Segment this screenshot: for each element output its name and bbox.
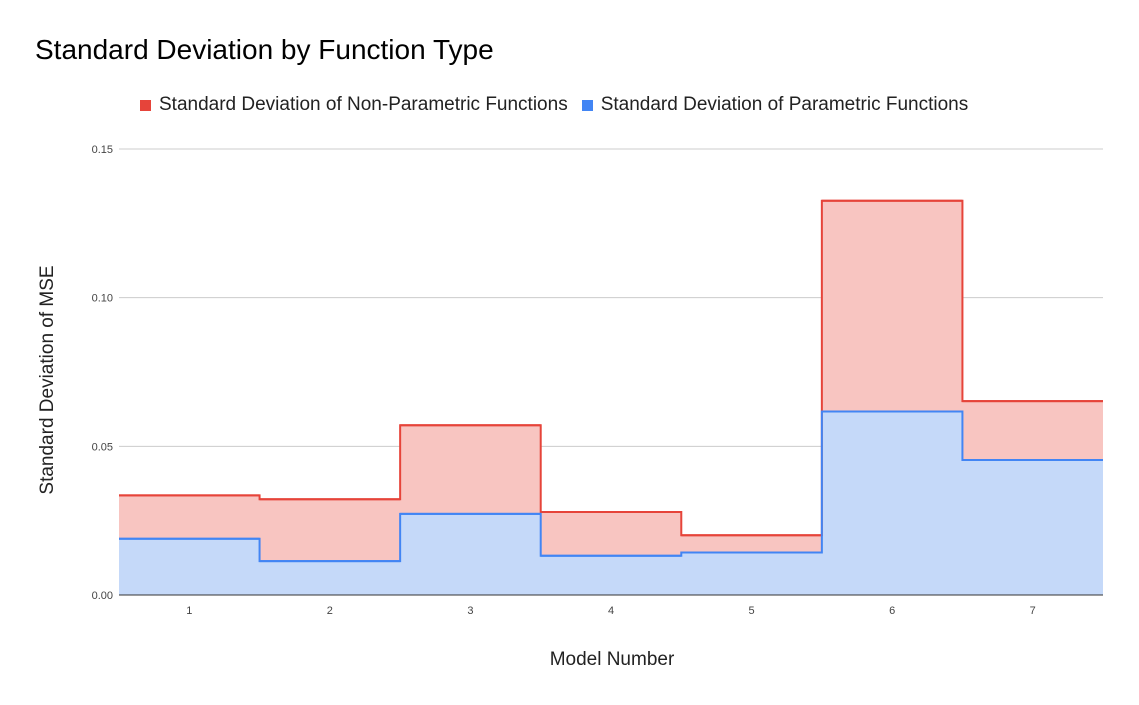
y-axis-label: Standard Deviation of MSE (37, 265, 58, 494)
series-area-1 (119, 411, 1103, 595)
legend-item-non-parametric[interactable]: Standard Deviation of Non-Parametric Fun… (140, 94, 568, 116)
legend-label-parametric: Standard Deviation of Parametric Functio… (600, 94, 969, 115)
axis-labels: Model Number Standard Deviation of MSE (37, 265, 675, 670)
y-tick-label-2: 0.10 (92, 293, 113, 305)
series-lines (119, 199, 1103, 563)
y-tick-label-0: 0.00 (92, 590, 113, 602)
legend-label-non-parametric: Standard Deviation of Non-Parametric Fun… (159, 94, 568, 115)
x-tick-label-6: 6 (889, 605, 895, 617)
x-tick-label-7: 7 (1030, 605, 1036, 617)
x-axis-label: Model Number (550, 649, 675, 670)
legend-swatch-parametric (581, 99, 593, 111)
x-tick-label-1: 1 (186, 605, 192, 617)
x-tick-label-5: 5 (749, 605, 755, 617)
y-tick-label-3: 0.15 (92, 144, 113, 156)
chart-title: Standard Deviation by Function Type (35, 34, 494, 65)
x-tick-label-3: 3 (467, 605, 473, 617)
x-tick-label-2: 2 (327, 605, 333, 617)
legend-item-parametric[interactable]: Standard Deviation of Parametric Functio… (581, 94, 969, 116)
legend-swatch-non-parametric (140, 99, 151, 111)
axes: 0.00 0.05 0.10 0.15 1 2 3 4 5 6 7 (92, 144, 1103, 617)
legend: Standard Deviation of Non-Parametric Fun… (140, 94, 982, 116)
series-areas (119, 200, 1103, 595)
x-tick-label-4: 4 (608, 605, 614, 617)
y-tick-label-1: 0.05 (92, 441, 113, 453)
